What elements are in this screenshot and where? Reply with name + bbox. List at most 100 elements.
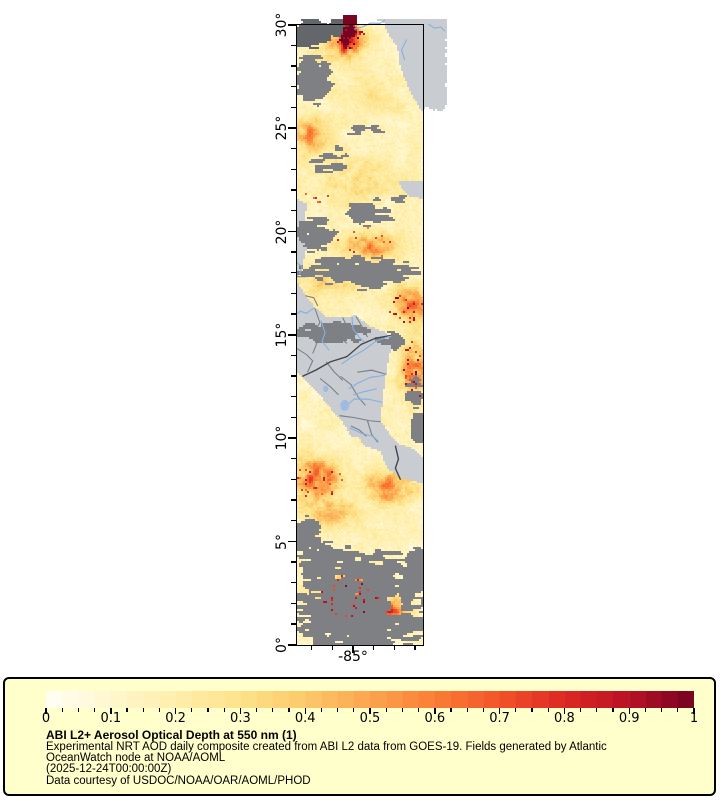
colorbar-major-tick [239, 708, 242, 714]
legend-timestamp: (2025-12-24T00:00:00Z) [46, 763, 172, 775]
colorbar-tick-label: 0.1 [100, 711, 122, 726]
y-axis-minor-tick [291, 271, 296, 274]
y-axis-minor-tick [291, 147, 296, 150]
y-axis-minor-tick [291, 416, 296, 419]
y-axis-minor-tick [291, 354, 296, 357]
colorbar-minor-tick [385, 708, 387, 712]
y-axis-label: 5° [274, 533, 290, 550]
colorbar-minor-tick [531, 708, 533, 712]
colorbar-tick-label: 1 [689, 711, 699, 726]
y-axis-label: 15° [274, 322, 290, 348]
x-axis-minor-tick [393, 645, 396, 650]
colorbar-minor-tick [77, 708, 79, 712]
colorbar-minor-tick [450, 708, 452, 712]
colorbar-minor-tick [596, 708, 598, 712]
y-axis-minor-tick [291, 209, 296, 212]
x-axis-major-tick [352, 645, 354, 653]
y-axis-major-tick [288, 230, 296, 233]
y-axis-minor-tick [291, 457, 296, 460]
y-axis-minor-tick [291, 602, 296, 605]
colorbar-major-tick [304, 708, 306, 714]
y-axis-major-tick [288, 23, 296, 26]
y-axis-minor-tick [291, 44, 296, 47]
legend-caption-line-1: Experimental NRT AOD daily composite cre… [46, 741, 607, 753]
colorbar-tick-label: 0.7 [489, 711, 510, 726]
colorbar-minor-tick [482, 708, 484, 712]
x-axis-minor-tick [310, 645, 313, 650]
colorbar-tick-label: 0.9 [618, 711, 640, 726]
y-axis-label: 0° [274, 637, 290, 653]
y-axis-minor-tick [291, 251, 296, 253]
colorbar-minor-tick [547, 708, 549, 712]
y-axis-minor-tick [291, 395, 296, 398]
colorbar-major-tick [110, 708, 112, 714]
colorbar-tick-label: 0.3 [230, 711, 251, 726]
legend-title: ABI L2+ Aerosol Optical Depth at 550 nm … [46, 728, 297, 742]
colorbar-tick-label: 0 [41, 711, 51, 726]
y-axis-minor-tick [291, 375, 296, 377]
y-axis-major-tick [288, 437, 296, 440]
colorbar-minor-tick [580, 708, 582, 712]
y-axis-major-tick [288, 540, 296, 543]
colorbar-major-tick [628, 708, 630, 714]
colorbar-minor-tick [418, 708, 420, 712]
colorbar-major-tick [693, 708, 695, 714]
y-axis-label: 10° [274, 425, 290, 451]
y-axis-minor-tick [291, 561, 296, 563]
x-axis-minor-tick [331, 645, 334, 650]
colorbar-minor-tick [337, 708, 339, 712]
y-axis-major-tick [288, 127, 296, 130]
colorbar-major-tick [434, 708, 436, 714]
colorbar-major-tick [499, 708, 501, 714]
y-axis-minor-tick [291, 313, 296, 315]
colorbar-tick-label: 0.8 [554, 711, 575, 726]
colorbar-major-tick [369, 708, 371, 714]
y-axis-major-tick [288, 644, 296, 646]
legend-credit-line: Data courtesy of USDOC/NOAA/OAR/AOML/PHO… [46, 775, 311, 787]
colorbar-minor-tick [126, 708, 128, 712]
colorbar-tick-label: 0.5 [359, 711, 381, 726]
colorbar-minor-tick [223, 708, 225, 712]
colorbar-minor-tick [353, 708, 355, 712]
colorbar-minor-tick [158, 708, 160, 712]
colorbar-canvas [46, 691, 694, 708]
y-axis-minor-tick [291, 623, 296, 625]
colorbar-minor-tick [515, 708, 517, 712]
x-axis-label: -85° [338, 649, 368, 665]
colorbar-minor-tick [401, 708, 403, 712]
x-axis-minor-tick [414, 645, 416, 650]
colorbar-tick-label: 0.2 [165, 711, 186, 726]
y-axis-minor-tick [291, 519, 296, 522]
colorbar-minor-tick [466, 708, 468, 712]
colorbar-tick-label: 0.4 [294, 711, 316, 726]
colorbar-minor-tick [94, 708, 96, 712]
y-axis-minor-tick [291, 292, 296, 295]
y-axis-minor-tick [291, 65, 296, 67]
map-vector-overlay-canvas [297, 15, 447, 645]
colorbar-minor-tick [272, 708, 274, 712]
colorbar-minor-tick [644, 708, 646, 712]
y-axis-label: 30° [274, 12, 290, 38]
colorbar-major-tick [563, 708, 566, 714]
colorbar-major-tick [45, 708, 47, 714]
y-axis-minor-tick [291, 189, 296, 191]
legend-caption-line-2: OceanWatch node at NOAA/AOML [46, 752, 226, 764]
colorbar-minor-tick [207, 708, 209, 712]
y-axis-minor-tick [291, 85, 296, 88]
y-axis-major-tick [288, 333, 296, 336]
colorbar-tick-label: 0.6 [424, 711, 446, 726]
colorbar-minor-tick [677, 708, 679, 712]
y-axis-label: 25° [274, 115, 290, 141]
colorbar-minor-tick [612, 708, 614, 712]
y-axis-minor-tick [291, 478, 296, 481]
y-axis-minor-tick [291, 168, 296, 171]
colorbar-minor-tick [320, 708, 322, 712]
y-axis-minor-tick [291, 499, 296, 501]
y-axis-label: 20° [274, 219, 290, 245]
y-axis-minor-tick [291, 106, 296, 109]
colorbar-minor-tick [61, 708, 63, 712]
colorbar-minor-tick [142, 708, 144, 712]
colorbar-minor-tick [191, 708, 193, 712]
y-axis-minor-tick [291, 581, 296, 584]
